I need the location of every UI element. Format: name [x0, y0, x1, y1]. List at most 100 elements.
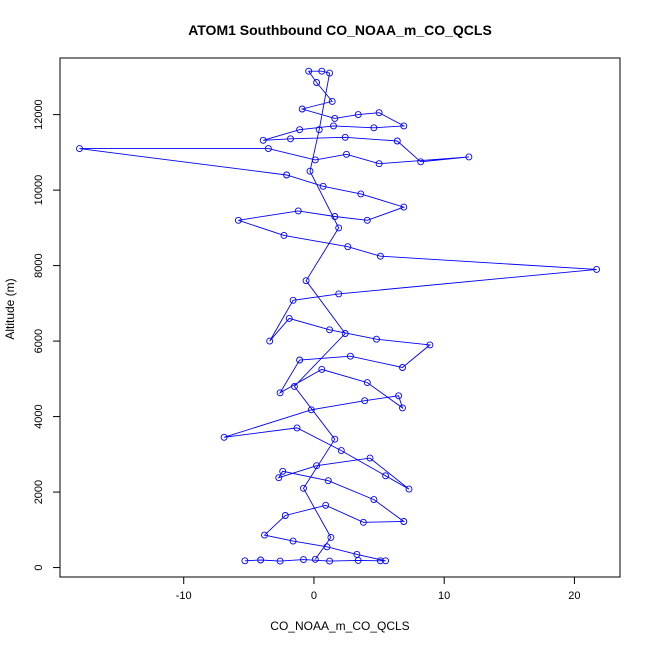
data-point — [337, 447, 345, 455]
data-point — [327, 533, 335, 541]
chart-title: ATOM1 Southbound CO_NOAA_m_CO_QCLS — [188, 22, 492, 38]
data-point — [234, 216, 242, 224]
y-tick-label: 12000 — [33, 99, 45, 130]
data-point — [289, 537, 297, 545]
data-point — [363, 379, 371, 387]
data-point — [395, 392, 403, 400]
data-point — [305, 67, 313, 75]
data-point — [375, 160, 383, 168]
data-point — [400, 122, 408, 130]
data-point — [376, 557, 384, 565]
y-tick-label: 8000 — [33, 253, 45, 277]
data-point — [393, 137, 401, 145]
data-point — [370, 496, 378, 504]
data-point — [346, 352, 354, 360]
data-point — [331, 114, 339, 122]
data-point — [257, 556, 265, 564]
data-point — [281, 512, 289, 519]
data-point — [287, 135, 294, 143]
data-point — [376, 252, 384, 260]
data-point — [375, 109, 383, 117]
data-point — [283, 171, 291, 179]
data-point — [399, 404, 406, 412]
x-tick-label: -10 — [176, 590, 192, 602]
y-axis-label: Altitude (m) — [3, 278, 17, 339]
data-point — [294, 207, 302, 215]
data-point — [315, 126, 323, 134]
data-point — [341, 133, 349, 141]
data-point — [593, 265, 601, 273]
data-point — [465, 153, 473, 161]
data-point — [276, 557, 284, 565]
data-point — [426, 341, 434, 349]
data-point — [290, 382, 298, 390]
series-line — [79, 70, 597, 562]
data-point — [280, 231, 288, 239]
data-point — [306, 167, 314, 175]
plot-area: -10 0 10 20 0 2000 4000 6000 8000 10000 12000 — [33, 57, 621, 602]
data-point — [307, 406, 315, 414]
y-tick-label: 0 — [33, 565, 45, 571]
data-point — [76, 145, 83, 153]
data-point — [296, 126, 304, 134]
data-point — [323, 543, 331, 551]
y-tick-label: 2000 — [33, 480, 45, 504]
data-point — [328, 97, 336, 105]
data-point — [241, 557, 249, 565]
data-point — [302, 277, 310, 285]
x-tick-label: 0 — [311, 590, 317, 602]
data-point — [300, 556, 307, 564]
data-point — [361, 397, 369, 405]
data-point — [400, 518, 408, 525]
data-point — [266, 337, 274, 345]
data-point — [296, 356, 304, 364]
data-point — [359, 518, 367, 526]
data-point — [330, 122, 337, 130]
data-point — [335, 290, 343, 298]
data-point — [293, 424, 301, 432]
data-point — [311, 555, 319, 563]
data-point — [322, 501, 330, 509]
data-point — [331, 435, 339, 443]
data-point — [399, 364, 406, 371]
y-tick-label: 10000 — [33, 175, 45, 206]
data-point — [326, 326, 334, 334]
data-point — [370, 124, 378, 132]
data-point — [382, 557, 390, 565]
data-point — [382, 472, 390, 480]
data-point — [353, 550, 361, 558]
data-point — [311, 156, 319, 164]
data-point — [319, 182, 327, 190]
data-point — [335, 224, 343, 232]
x-tick-label: 20 — [568, 590, 580, 602]
data-point — [324, 477, 332, 485]
data-point — [326, 69, 334, 77]
data-point — [313, 462, 321, 470]
data-point — [300, 484, 307, 492]
data-point — [261, 531, 268, 539]
data-point — [289, 296, 297, 304]
data-point — [318, 365, 326, 373]
data-point — [363, 216, 371, 224]
data-point — [344, 243, 352, 251]
y-tick-label: 6000 — [33, 329, 45, 353]
data-point — [264, 145, 272, 153]
data-point — [343, 150, 350, 158]
data-point — [366, 454, 374, 462]
data-point — [318, 67, 326, 75]
data-point — [341, 330, 349, 337]
data-point — [400, 203, 408, 211]
data-point — [326, 557, 334, 565]
y-tick-label: 4000 — [33, 404, 45, 428]
data-point — [354, 111, 362, 119]
data-point — [285, 314, 293, 322]
x-tick-label: 10 — [438, 590, 450, 602]
data-point — [220, 433, 228, 441]
data-point — [279, 467, 287, 475]
x-axis-label: CO_NOAA_m_CO_QCLS — [270, 619, 409, 633]
data-point — [417, 158, 425, 166]
data-point — [331, 213, 339, 220]
data-point — [405, 485, 413, 493]
